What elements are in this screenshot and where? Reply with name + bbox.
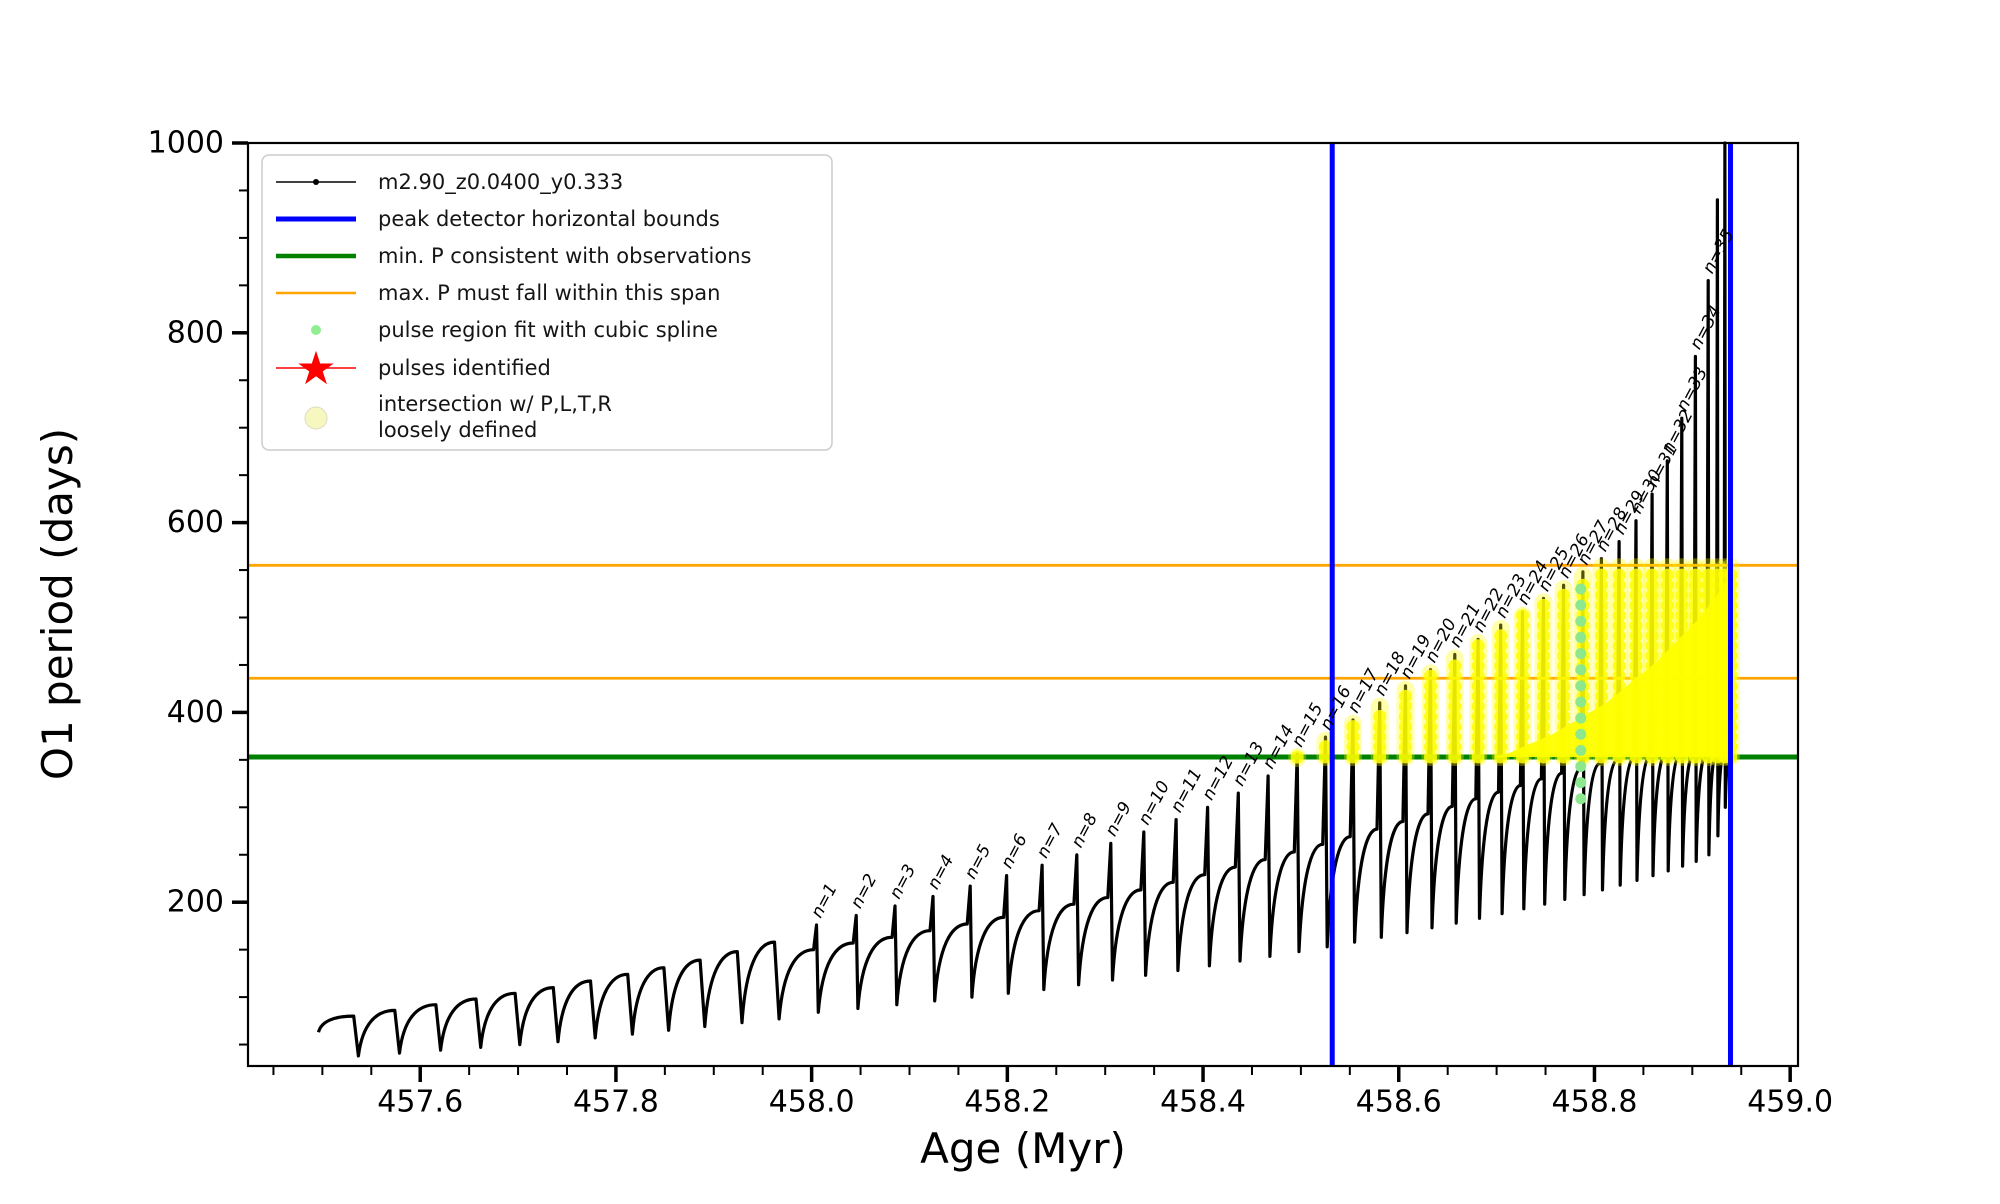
- spline-fit-dot: [1575, 680, 1587, 692]
- x-tick-label: 457.6: [377, 1085, 463, 1120]
- pulse-label: n=3: [886, 861, 920, 902]
- peak-detector-bounds-layer: [1329, 143, 1733, 1066]
- y-axis-label: O1 period (days): [33, 428, 82, 780]
- y-tick-label: 800: [167, 315, 224, 350]
- y-tick-label: 400: [167, 695, 224, 730]
- pulse-label: n=2: [847, 871, 881, 912]
- spline-fit-dot: [1575, 615, 1587, 627]
- spline-fit-dot: [1575, 728, 1587, 740]
- star-icon: ★: [295, 341, 336, 395]
- spline-fit-dot: [1575, 696, 1587, 708]
- axes-frame: [246, 141, 1800, 1068]
- legend-label: peak detector horizontal bounds: [378, 207, 720, 231]
- pulse-label: n=9: [1102, 799, 1136, 840]
- legend-big-dot-sample: [304, 406, 328, 430]
- spline-fit-dot: [1575, 583, 1587, 595]
- legend-item: ★ pulses identified: [276, 341, 551, 395]
- spline-fit-dot: [1575, 777, 1587, 789]
- legend-label: m2.90_z0.0400_y0.333: [378, 170, 623, 195]
- x-tick-label: 458.8: [1552, 1085, 1638, 1120]
- legend-label: pulses identified: [378, 356, 551, 380]
- spline-fit-dot: [1575, 760, 1587, 772]
- pulse-label: n=32: [1658, 407, 1698, 458]
- legend-box: [261, 154, 833, 451]
- legend-label: max. P must fall within this span: [378, 281, 720, 305]
- spline-fit-dot: [1575, 648, 1587, 660]
- pulse-label: n=5: [961, 841, 995, 882]
- spline-fit-dot: [1575, 631, 1587, 643]
- legend-item: min. P consistent with observations: [276, 244, 751, 268]
- legend-label: pulse region fit with cubic spline: [378, 318, 718, 342]
- spline-fit-dot: [1575, 712, 1587, 724]
- x-tick-label: 458.2: [964, 1085, 1050, 1120]
- pulse-label: n=7: [1033, 820, 1068, 861]
- axes-layer: 457.6 457.8 458.0 458.2 458.4 458.6 458.8 459.0…: [148, 126, 1833, 1120]
- spline-fit-dot: [1575, 599, 1587, 611]
- legend-label: min. P consistent with observations: [378, 244, 751, 268]
- legend-item: pulse region fit with cubic spline: [311, 318, 718, 342]
- legend-dot-marker: [313, 179, 319, 185]
- pulse-label: n=4: [924, 852, 958, 893]
- pulse-label: n=8: [1068, 810, 1103, 851]
- legend-label: loosely defined: [378, 418, 537, 442]
- spline-fit-dot: [1575, 793, 1587, 805]
- legend-item: max. P must fall within this span: [276, 281, 720, 305]
- pulse-label: n=1: [807, 880, 841, 921]
- spline-fit-dot: [1575, 744, 1587, 756]
- intersection-wedge: [1493, 576, 1732, 757]
- x-tick-label: 459.0: [1747, 1085, 1833, 1120]
- x-tick-label: 458.0: [769, 1085, 855, 1120]
- x-tick-label: 458.4: [1160, 1085, 1246, 1120]
- legend-item: m2.90_z0.0400_y0.333: [276, 170, 623, 195]
- y-tick-label: 1000: [148, 126, 224, 161]
- x-tick-label: 457.8: [573, 1085, 659, 1120]
- legend-dot-sample: [311, 325, 321, 335]
- legend-item: peak detector horizontal bounds: [276, 207, 720, 231]
- pulse-label: n=6: [997, 831, 1032, 872]
- y-tick-label: 200: [167, 885, 224, 920]
- x-axis-label: Age (Myr): [920, 1124, 1126, 1173]
- pulse-label: n=34: [1686, 302, 1726, 353]
- x-tick-label: 458.6: [1356, 1085, 1442, 1120]
- pulse-label: n=33: [1673, 364, 1713, 415]
- legend-label: intersection w/ P,L,T,R: [378, 392, 612, 416]
- spline-fit-dot: [1575, 664, 1587, 676]
- y-tick-label: 600: [167, 505, 224, 540]
- spline-fit-layer: [1575, 583, 1587, 805]
